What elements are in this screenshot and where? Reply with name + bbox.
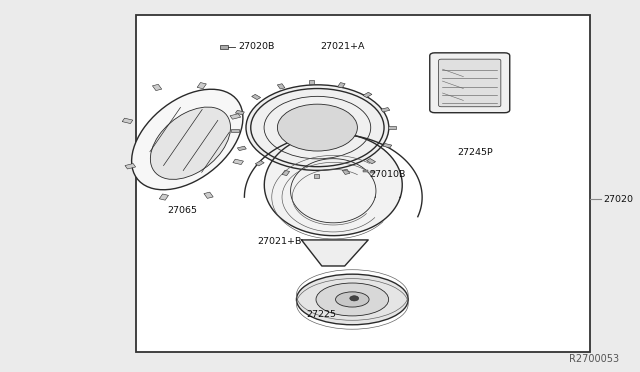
Text: 27021+B: 27021+B (257, 237, 301, 246)
FancyBboxPatch shape (438, 59, 501, 107)
Bar (314, 174, 319, 178)
Bar (337, 83, 345, 88)
Ellipse shape (316, 283, 388, 316)
Bar (363, 170, 367, 172)
Bar (136, 15, 590, 352)
Text: 27010B: 27010B (369, 170, 406, 179)
Bar (277, 84, 285, 89)
Text: R2700053: R2700053 (569, 354, 619, 364)
Bar (370, 171, 374, 173)
Bar (231, 129, 239, 132)
Bar (252, 94, 260, 100)
Bar (342, 169, 350, 174)
Polygon shape (301, 240, 368, 266)
Bar (282, 170, 290, 176)
Bar (367, 158, 376, 164)
Bar (152, 84, 162, 91)
Bar (197, 83, 206, 89)
Ellipse shape (335, 292, 369, 307)
Circle shape (350, 296, 358, 301)
Bar (236, 110, 244, 115)
Text: 27020B: 27020B (238, 42, 275, 51)
Text: 27225: 27225 (306, 310, 336, 319)
Bar (122, 118, 132, 124)
Bar (255, 161, 264, 166)
Ellipse shape (132, 89, 243, 190)
Bar (308, 80, 314, 84)
Text: 27020: 27020 (603, 195, 633, 203)
FancyBboxPatch shape (429, 53, 509, 113)
Text: 27021+A: 27021+A (321, 42, 365, 51)
Ellipse shape (246, 85, 389, 170)
Bar (230, 114, 241, 119)
Bar (381, 108, 390, 112)
Bar (388, 126, 396, 129)
Text: 27065: 27065 (167, 206, 197, 215)
Polygon shape (264, 133, 403, 235)
Bar (363, 92, 372, 97)
Bar (237, 146, 246, 151)
Bar (220, 45, 228, 49)
Bar (159, 194, 168, 200)
Bar (233, 159, 243, 164)
Bar (204, 192, 213, 198)
Bar (383, 144, 392, 148)
Ellipse shape (150, 107, 230, 179)
Ellipse shape (296, 274, 408, 325)
Text: 27245P: 27245P (457, 148, 493, 157)
Bar (125, 164, 136, 169)
Circle shape (277, 104, 357, 151)
